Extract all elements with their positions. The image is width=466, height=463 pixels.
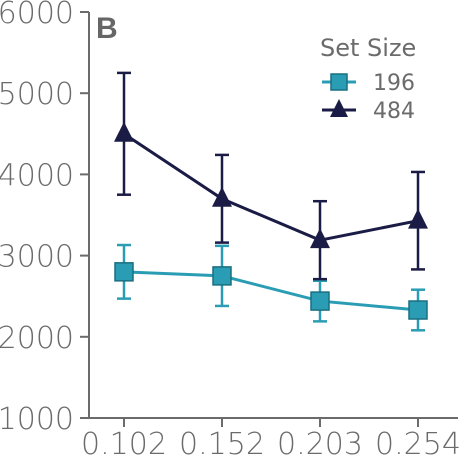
legend-triangle-marker — [330, 99, 348, 117]
data-point-square — [212, 266, 232, 286]
x-tick-label: 0.102 — [81, 427, 167, 462]
y-tick-label: 2000 — [0, 321, 74, 356]
y-tick-label: 5000 — [0, 77, 74, 112]
legend-label: 484 — [373, 99, 415, 124]
panel-label: B — [96, 12, 118, 45]
data-point-square — [408, 300, 428, 320]
y-axis: 1000 2000 3000 4000 5000 6000 — [0, 0, 90, 437]
series-196 — [114, 243, 428, 332]
data-point-square — [310, 291, 330, 311]
data-point-triangle — [408, 208, 428, 229]
series-line — [123, 132, 419, 242]
series-layer — [114, 71, 428, 332]
legend-title: Set Size — [320, 34, 416, 62]
y-tick-label: 3000 — [0, 240, 74, 275]
series-line — [123, 270, 419, 312]
legend-item-196: 196 — [322, 71, 415, 96]
data-point-triangle — [114, 121, 134, 142]
x-tick-label: 0.152 — [179, 427, 265, 462]
y-tick-label: 6000 — [0, 0, 74, 31]
legend: Set Size 196 484 — [320, 34, 416, 124]
x-tick-label: 0.254 — [375, 427, 461, 462]
data-point-triangle — [212, 186, 232, 207]
y-tick-label: 4000 — [0, 158, 74, 193]
series-484 — [114, 71, 428, 281]
legend-square-marker — [330, 73, 348, 91]
x-axis: 0.102 0.152 0.203 0.254 — [81, 417, 461, 462]
data-point-triangle — [310, 228, 330, 249]
legend-item-484: 484 — [322, 99, 415, 124]
legend-label: 196 — [373, 71, 415, 96]
x-tick-label: 0.203 — [277, 427, 363, 462]
data-point-square — [114, 262, 134, 282]
y-tick-label: 1000 — [0, 402, 74, 437]
